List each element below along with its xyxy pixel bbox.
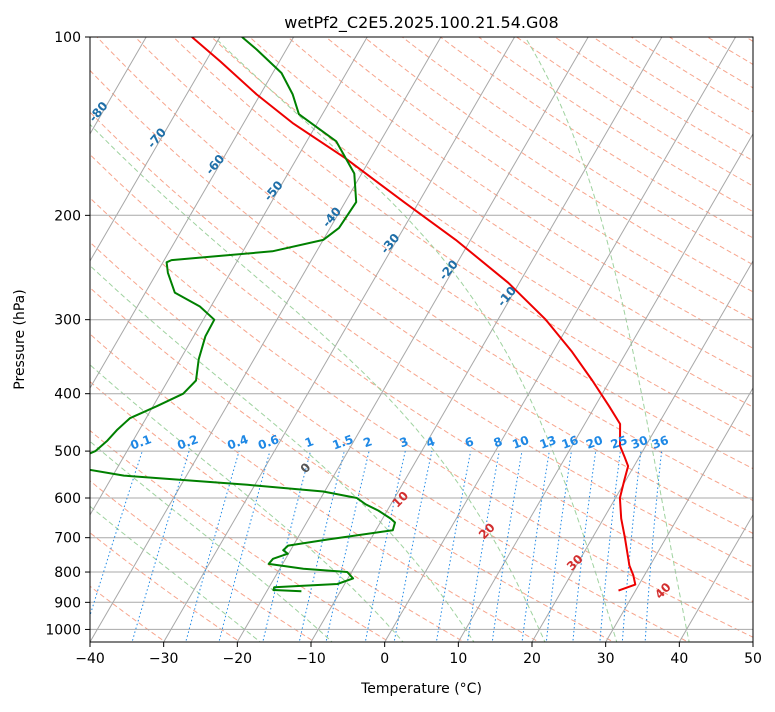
y-tick-label: 400 [54,387,81,403]
y-tick-label: 1000 [45,622,81,638]
x-tick-label: 0 [380,651,389,667]
x-tick-label: 50 [744,651,762,667]
x-tick-label: −40 [75,651,105,667]
y-axis-label: Pressure (hPa) [12,289,28,389]
x-tick-label: −30 [149,651,179,667]
y-tick-label: 800 [54,565,81,581]
y-tick-label: 100 [54,30,81,46]
y-tick-label: 300 [54,313,81,329]
x-tick-label: 10 [449,651,467,667]
y-tick-label: 900 [54,595,81,611]
x-tick-label: 20 [523,651,541,667]
x-axis-label: Temperature (°C) [360,681,482,697]
x-tick-label: 30 [597,651,615,667]
y-tick-label: 200 [54,208,81,224]
x-tick-label: 40 [670,651,688,667]
y-tick-label: 500 [54,444,81,460]
y-tick-label: 700 [54,531,81,547]
chart-title: wetPf2_C2E5.2025.100.21.54.G08 [284,13,558,33]
x-tick-label: −20 [223,651,253,667]
x-tick-label: −10 [296,651,326,667]
y-tick-label: 600 [54,491,81,507]
